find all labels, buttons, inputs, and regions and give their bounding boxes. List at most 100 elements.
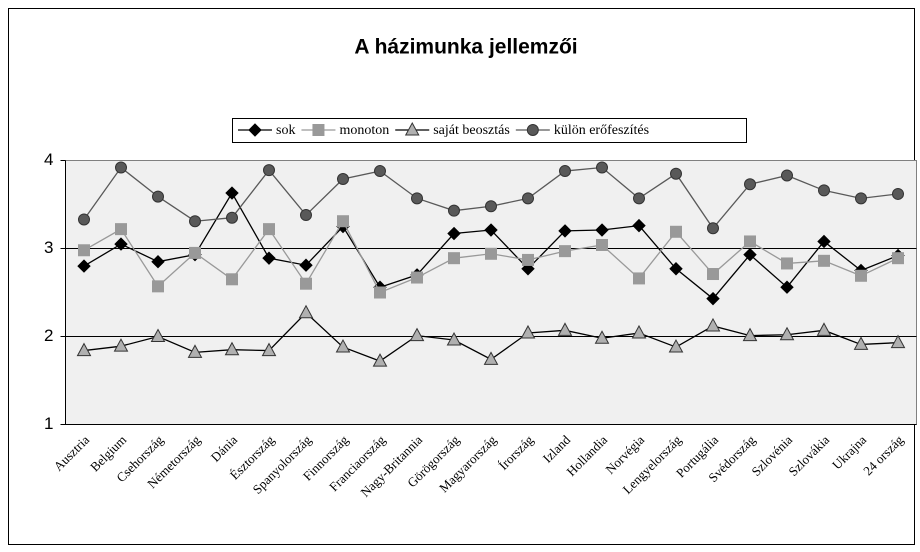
plot-area xyxy=(65,160,917,425)
y-tick-label: 1 xyxy=(44,414,53,433)
data-point xyxy=(705,317,721,332)
data-point xyxy=(485,247,497,260)
data-point xyxy=(818,254,830,267)
data-point xyxy=(596,238,608,251)
data-point xyxy=(226,211,238,224)
data-point xyxy=(77,259,91,273)
data-point xyxy=(115,223,127,236)
legend-marker xyxy=(312,124,325,136)
data-point xyxy=(152,190,164,203)
data-point xyxy=(448,252,460,265)
data-point xyxy=(225,186,239,200)
data-point xyxy=(411,271,423,284)
data-point xyxy=(743,247,757,262)
legend-label: monoton xyxy=(339,123,389,138)
data-point xyxy=(485,200,497,213)
data-point xyxy=(670,225,682,238)
data-point xyxy=(76,342,92,357)
chart-title: A házimunka jellemzői xyxy=(354,36,577,59)
y-tick-label: 3 xyxy=(44,238,53,257)
data-point xyxy=(557,322,573,336)
data-point xyxy=(300,277,312,290)
data-point xyxy=(298,304,314,319)
data-point xyxy=(633,272,645,285)
legend-marker xyxy=(404,121,420,136)
data-point xyxy=(781,257,793,270)
data-point xyxy=(669,262,683,276)
data-point xyxy=(816,322,832,336)
data-point xyxy=(483,351,499,365)
data-point xyxy=(189,246,201,259)
data-point xyxy=(372,353,388,367)
data-point xyxy=(263,223,275,236)
data-point xyxy=(522,253,534,266)
data-point xyxy=(187,344,203,358)
data-point xyxy=(890,334,906,349)
data-point xyxy=(115,161,127,174)
data-point xyxy=(892,187,904,200)
data-point xyxy=(226,273,238,286)
data-point xyxy=(262,251,276,265)
data-point xyxy=(263,164,275,177)
data-point xyxy=(781,169,793,182)
data-point xyxy=(152,280,164,293)
data-point xyxy=(337,172,349,185)
data-point xyxy=(374,286,386,299)
data-point xyxy=(595,223,609,237)
data-point xyxy=(779,326,795,341)
data-point xyxy=(337,215,349,228)
data-point xyxy=(818,184,830,197)
data-point xyxy=(189,215,201,228)
data-point xyxy=(744,235,756,248)
data-point xyxy=(632,218,646,233)
legend-label: saját beosztás xyxy=(433,123,510,138)
data-point xyxy=(559,165,571,178)
data-point xyxy=(335,339,351,353)
legend-marker xyxy=(526,124,539,136)
data-point xyxy=(522,192,534,205)
data-point xyxy=(855,192,867,205)
y-tick-label: 2 xyxy=(44,326,53,345)
data-point xyxy=(151,254,165,269)
data-point xyxy=(668,339,684,353)
data-point xyxy=(742,327,758,342)
data-point xyxy=(744,178,756,191)
data-point xyxy=(855,269,867,282)
data-point xyxy=(484,223,498,237)
data-point xyxy=(631,324,647,339)
data-point xyxy=(706,291,720,306)
data-point xyxy=(224,341,240,356)
data-point xyxy=(596,161,608,174)
data-point xyxy=(559,245,571,258)
data-point xyxy=(558,224,572,238)
data-point xyxy=(113,338,129,352)
data-point xyxy=(447,226,461,241)
data-point xyxy=(633,192,645,205)
data-point xyxy=(150,328,166,342)
data-point xyxy=(670,167,682,180)
data-point xyxy=(299,258,313,272)
data-point xyxy=(448,204,460,217)
data-point xyxy=(892,252,904,265)
legend-marker xyxy=(248,123,262,137)
data-point xyxy=(707,222,719,235)
y-tick-label: 4 xyxy=(44,150,53,169)
data-point xyxy=(261,342,277,357)
data-point xyxy=(409,327,425,342)
legend-label: külön erőfeszítés xyxy=(554,123,649,138)
legend-label: sok xyxy=(276,123,295,138)
data-point xyxy=(374,165,386,178)
data-point xyxy=(114,237,128,251)
data-point xyxy=(520,324,536,339)
data-point xyxy=(707,268,719,281)
data-point xyxy=(78,213,90,226)
data-point xyxy=(780,280,794,294)
data-point xyxy=(853,336,869,350)
data-point xyxy=(817,234,831,249)
data-point xyxy=(594,330,610,344)
data-point xyxy=(78,244,90,257)
data-point xyxy=(300,209,312,222)
data-point xyxy=(411,192,423,205)
data-point xyxy=(446,331,462,346)
